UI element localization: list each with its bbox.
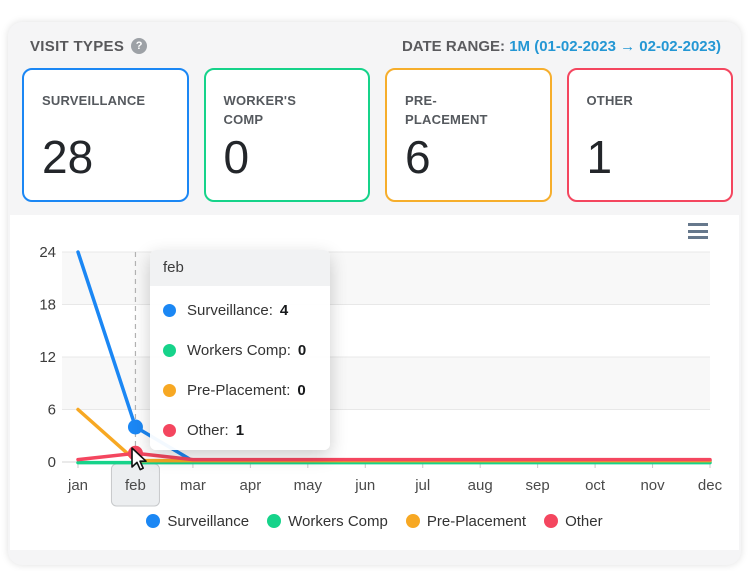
page-title: VISIT TYPES: [30, 37, 125, 55]
legend-item[interactable]: Workers Comp: [267, 513, 388, 530]
series-line-3[interactable]: [76, 451, 712, 462]
visit-type-card[interactable]: OTHER 1: [566, 68, 733, 202]
x-axis-label: aug: [468, 477, 493, 494]
tooltip-row: Other: 1: [150, 410, 330, 450]
series-dot-icon: [163, 383, 176, 397]
x-axis-label: apr: [240, 477, 262, 494]
help-icon[interactable]: ?: [131, 38, 148, 54]
series-dot-icon: [267, 514, 282, 528]
chart-tooltip: feb Surveillance: 4 Workers Comp: 0 Pre-…: [150, 250, 330, 450]
visit-type-card-label: WORKER'S COMP: [223, 93, 297, 127]
visit-types-panel: VISIT TYPES ? DATE RANGE: 1M (01-02-2023…: [8, 22, 741, 565]
tooltip-series-value: 0: [297, 381, 306, 399]
tooltip-series-value: 0: [297, 341, 307, 359]
chart-legend: Surveillance Workers Comp Pre-Placement …: [10, 507, 739, 535]
visit-type-card-value: 1: [586, 131, 613, 183]
x-axis-label: dec: [698, 477, 723, 494]
tooltip-series-label: Surveillance:: [187, 301, 273, 319]
y-axis-label: 6: [48, 402, 56, 419]
mouse-pointer-icon: [131, 447, 147, 471]
series-dot-icon: [163, 423, 176, 437]
legend-label: Other: [565, 512, 603, 530]
visit-type-card[interactable]: WORKER'S COMP 0: [203, 68, 370, 202]
legend-item[interactable]: Surveillance: [146, 513, 249, 530]
date-range: DATE RANGE: 1M (01-02-2023 → 02-02-2023): [402, 38, 721, 55]
x-axis-label: oct: [585, 477, 606, 494]
visit-type-card-value: 6: [405, 131, 431, 183]
series-dot-icon: [163, 343, 176, 357]
x-axis-label: jun: [354, 477, 375, 494]
tooltip-title: feb: [150, 250, 330, 286]
tooltip-body: Surveillance: 4 Workers Comp: 0 Pre-Plac…: [150, 286, 330, 450]
hover-marker[interactable]: [127, 419, 143, 435]
tooltip-row: Surveillance: 4: [150, 290, 330, 330]
tooltip-row: Pre-Placement: 0: [150, 370, 330, 410]
tooltip-series-label: Pre-Placement:: [187, 381, 291, 399]
visit-type-card-label: SURVEILLANCE: [42, 93, 146, 108]
x-axis-label: may: [294, 477, 323, 494]
panel-header: VISIT TYPES ? DATE RANGE: 1M (01-02-2023…: [30, 34, 721, 58]
date-range-value[interactable]: 1M (01-02-2023 → 02-02-2023): [509, 37, 721, 55]
visit-type-card-value: 28: [42, 131, 94, 183]
x-axis-label: feb: [125, 477, 146, 494]
y-axis-label: 12: [39, 349, 56, 366]
visit-type-cards: SURVEILLANCE 28 WORKER'S COMP 0 PRE-PLAC…: [22, 68, 733, 202]
date-range-label: DATE RANGE:: [401, 37, 506, 55]
legend-label: Surveillance: [167, 512, 250, 530]
y-axis-label: 24: [39, 244, 56, 261]
x-axis-label: jul: [414, 477, 430, 494]
series-dot-icon: [544, 514, 559, 528]
visit-type-card[interactable]: PRE-PLACEMENT 6: [385, 68, 552, 202]
visit-type-card-label: PRE-PLACEMENT: [405, 93, 488, 127]
visit-type-card-label: OTHER: [586, 93, 633, 108]
series-dot-icon: [405, 514, 420, 528]
x-axis-label: nov: [640, 477, 665, 494]
legend-label: Workers Comp: [288, 512, 388, 530]
tooltip-series-value: 1: [235, 421, 245, 439]
series-dot-icon: [163, 303, 176, 317]
tooltip-series-value: 4: [279, 301, 289, 319]
legend-item[interactable]: Pre-Placement: [405, 512, 527, 530]
tooltip-row: Workers Comp: 0: [150, 330, 330, 370]
legend-label: Pre-Placement: [426, 512, 527, 530]
x-axis-label: sep: [526, 477, 550, 494]
series-dot-icon: [146, 514, 161, 528]
x-axis-label: mar: [180, 477, 206, 494]
legend-item[interactable]: Other: [544, 513, 603, 530]
tooltip-series-label: Workers Comp:: [187, 341, 291, 359]
visit-types-chart[interactable]: 0 6 12 18 24 jan feb mar apr may jun jul aug sep oct no…: [10, 215, 739, 550]
chart-area: 0 6 12 18 24 jan feb mar apr may jun jul aug sep oct no…: [10, 215, 739, 550]
visit-type-card-value: 0: [223, 131, 250, 183]
y-axis-label: 18: [39, 297, 56, 314]
hamburger-menu-icon[interactable]: [688, 223, 708, 239]
tooltip-series-label: Other:: [187, 421, 229, 439]
y-axis-label: 0: [48, 454, 56, 471]
x-axis-label: jan: [67, 477, 88, 494]
visit-type-card[interactable]: SURVEILLANCE 28: [22, 68, 189, 202]
